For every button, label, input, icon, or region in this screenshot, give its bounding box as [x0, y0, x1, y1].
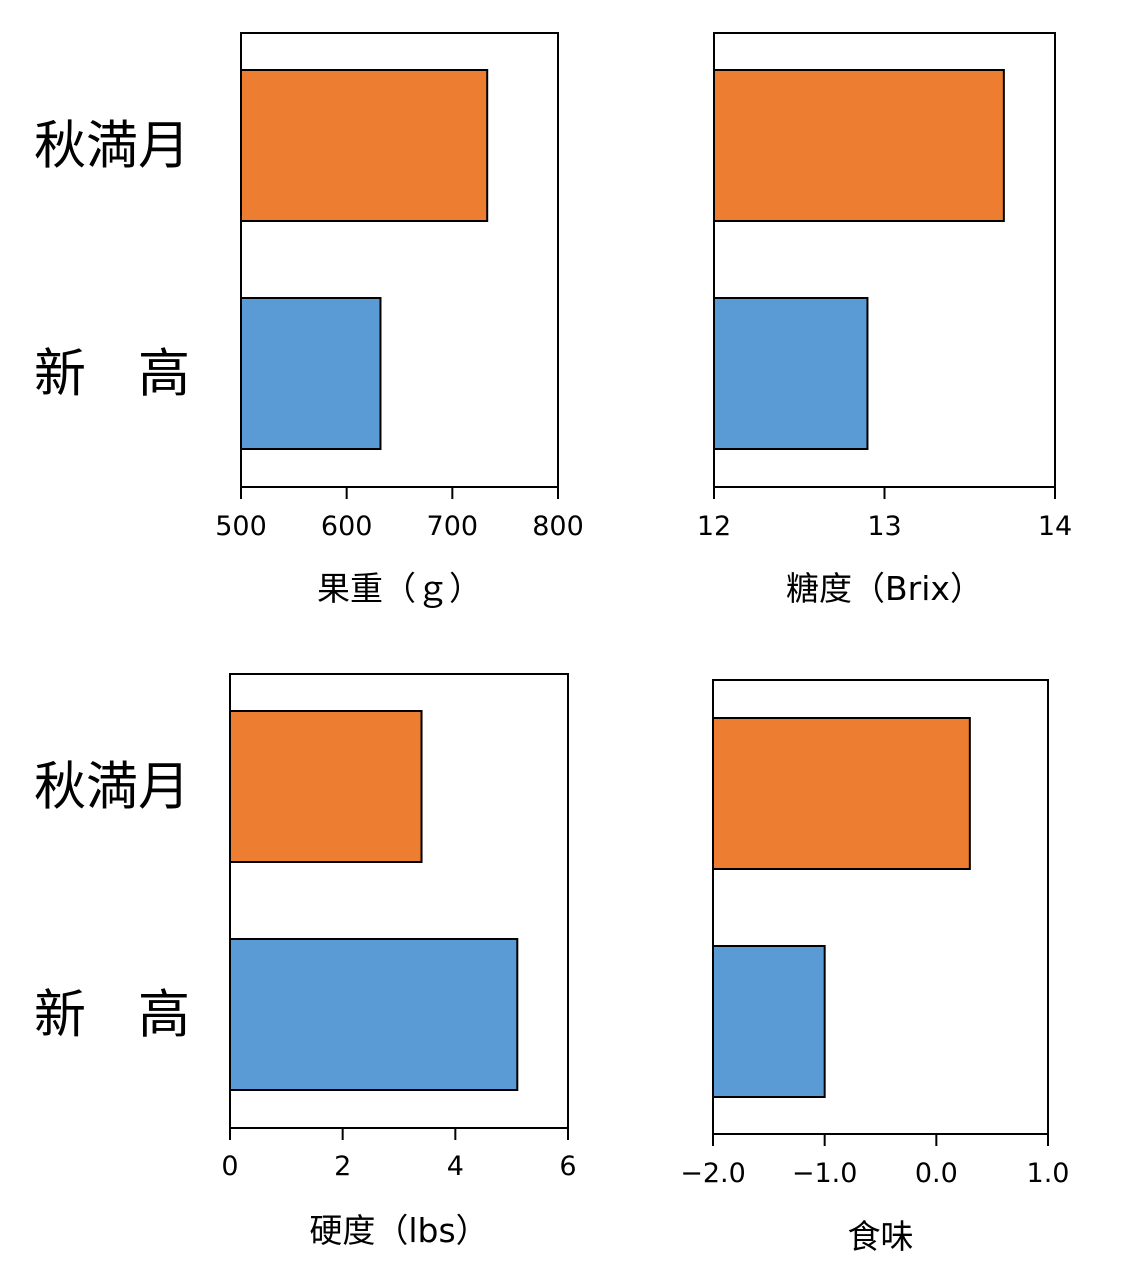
- bar-niitaka: [712, 945, 826, 1098]
- bar-akimangetsu: [712, 717, 971, 870]
- bar-niitaka: [240, 297, 382, 450]
- x-tick-label: 0.0: [915, 1158, 958, 1189]
- x-tick-label: 700: [427, 511, 479, 542]
- plot-frame: [240, 32, 559, 488]
- x-axis-title: 果重（ｇ）: [317, 569, 482, 608]
- x-tick-label: −2.0: [680, 1158, 746, 1189]
- x-axis-title: 食味: [848, 1217, 914, 1256]
- x-tick-label: 12: [697, 511, 731, 542]
- bar-akimangetsu: [713, 69, 1005, 222]
- plot-frame: [712, 679, 1049, 1135]
- category-label: 秋満月: [34, 117, 190, 177]
- category-label: 新 高: [34, 345, 190, 405]
- x-tick-label: −1.0: [792, 1158, 858, 1189]
- category-label: 新 高: [34, 986, 190, 1046]
- x-tick-label: 2: [334, 1151, 351, 1182]
- x-tick-label: 500: [215, 511, 267, 542]
- category-label: 秋満月: [34, 758, 190, 818]
- x-tick-label: 1.0: [1027, 1158, 1070, 1189]
- plot-frame: [229, 673, 569, 1129]
- x-tick-label: 13: [867, 511, 901, 542]
- bar-akimangetsu: [229, 710, 423, 863]
- x-tick-label: 800: [532, 511, 584, 542]
- bar-niitaka: [229, 938, 519, 1091]
- bar-niitaka: [713, 297, 869, 450]
- chart-panel-2: 12 13 14 糖度（Brix）: [697, 32, 1072, 608]
- x-tick-label: 14: [1038, 511, 1072, 542]
- x-axis-title: 硬度（lbs）: [309, 1211, 488, 1250]
- x-axis-title: 糖度（Brix）: [786, 569, 983, 608]
- x-tick-label: 6: [559, 1151, 576, 1182]
- bar-akimangetsu: [240, 69, 489, 222]
- x-tick-label: 0: [221, 1151, 238, 1182]
- x-tick-label: 600: [321, 511, 373, 542]
- x-tick-label: 4: [447, 1151, 464, 1182]
- chart-panel-4: −2.0 −1.0 0.0 1.0 食味: [680, 679, 1070, 1256]
